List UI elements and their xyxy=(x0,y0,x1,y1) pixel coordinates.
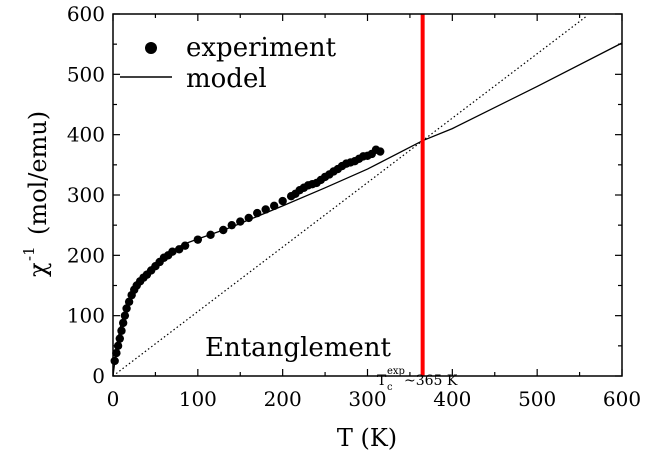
experiment-point xyxy=(236,217,245,226)
axis-tick-labels: 0 100 200 300 400 500 600 0 100 200 300 400 500 600 xyxy=(67,2,641,411)
x-tick-label: 300 xyxy=(348,387,386,411)
y-tick-label: 600 xyxy=(67,2,105,26)
x-tick-label: 600 xyxy=(603,387,641,411)
experiment-point xyxy=(193,235,203,244)
experiment-point xyxy=(227,220,236,230)
y-axis-title-unit: (mol/emu) xyxy=(24,111,52,235)
experiment-point xyxy=(110,356,119,366)
y-axis-title-exponent: -1 xyxy=(20,246,38,261)
y-tick-label: 0 xyxy=(92,364,105,388)
experiment-points xyxy=(110,145,385,366)
tc-symbol: T xyxy=(377,373,387,389)
experiment-point xyxy=(168,247,177,256)
x-tick-label: 200 xyxy=(264,387,302,411)
experiment-point xyxy=(113,341,123,351)
legend-marker-experiment xyxy=(145,42,157,54)
region-label: Entanglement xyxy=(205,333,392,363)
x-tick-label: 0 xyxy=(107,387,120,411)
experiment-point xyxy=(253,208,262,218)
experiment-point xyxy=(261,205,270,214)
tc-superscript: exp xyxy=(387,366,405,377)
y-tick-label: 400 xyxy=(67,123,105,147)
y-axis-title-symbol: χ xyxy=(24,262,52,277)
experiment-point xyxy=(115,334,124,343)
experiment-point xyxy=(206,230,215,240)
x-tick-label: 500 xyxy=(518,387,556,411)
x-axis-title: T (K) xyxy=(337,424,397,452)
experiment-point xyxy=(180,241,190,250)
experiment-point xyxy=(122,304,131,313)
y-tick-label: 300 xyxy=(67,183,105,207)
tc-value: ~365 K xyxy=(404,373,458,389)
y-tick-label: 100 xyxy=(67,304,105,328)
experiment-point xyxy=(124,297,134,306)
x-tick-label: 100 xyxy=(179,387,217,411)
experiment-point xyxy=(117,326,126,335)
experiment-point xyxy=(269,201,279,211)
legend: experiment model xyxy=(120,33,337,94)
experiment-point xyxy=(219,225,228,235)
y-tick-label: 200 xyxy=(67,243,105,267)
experiment-point xyxy=(112,348,121,358)
plot-frame xyxy=(112,13,623,377)
experiment-point xyxy=(120,311,130,320)
legend-label-model: model xyxy=(186,64,267,94)
experiment-point xyxy=(118,318,128,328)
experiment-point xyxy=(244,213,253,223)
x-tick-label: 400 xyxy=(433,387,471,411)
dotted-reference-line xyxy=(112,16,586,377)
y-tick-label: 500 xyxy=(67,62,105,86)
tc-subscript: c xyxy=(387,382,393,393)
experiment-point xyxy=(278,196,287,206)
legend-label-experiment: experiment xyxy=(186,33,337,63)
experiment-point xyxy=(376,147,385,156)
tc-annotation: T c exp ~365 K xyxy=(377,366,458,393)
y-axis-title: χ -1 (mol/emu) xyxy=(20,111,52,277)
